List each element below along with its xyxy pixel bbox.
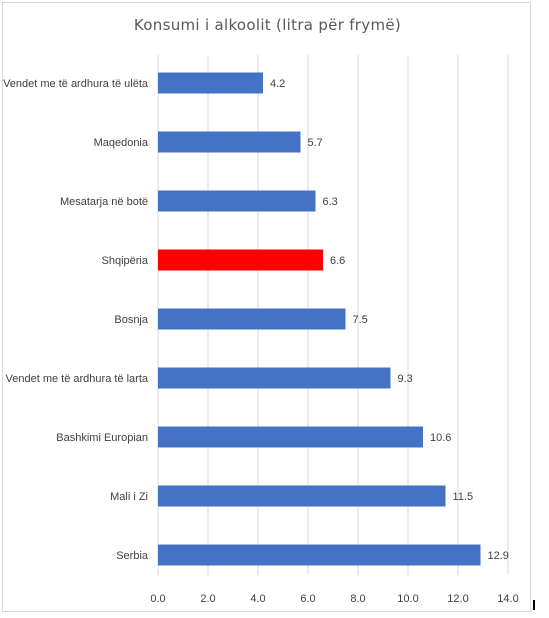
x-tick-label: 2.0 xyxy=(200,593,215,605)
category-label: Shqipëria xyxy=(102,255,149,267)
bar xyxy=(158,426,423,448)
x-tick-label: 12.0 xyxy=(447,593,468,605)
x-tick-label: 4.0 xyxy=(250,593,265,605)
bar xyxy=(158,367,391,389)
category-label: Vendet me të ardhura të larta xyxy=(6,373,149,385)
chart-frame: Konsumi i alkoolit (litra për frymë) xyxy=(2,2,531,612)
chart-title: Konsumi i alkoolit (litra për frymë) xyxy=(133,16,402,34)
x-tick-label: 6.0 xyxy=(300,593,315,605)
data-label: 9.3 xyxy=(398,373,413,385)
category-label: Vendet me të ardhura të ulëta xyxy=(3,78,149,90)
data-label: 4.2 xyxy=(270,78,285,90)
data-label: 11.5 xyxy=(453,491,474,503)
data-label: 6.3 xyxy=(323,196,338,208)
data-label: 6.6 xyxy=(330,255,345,267)
x-tick-label: 8.0 xyxy=(350,593,365,605)
bar xyxy=(158,190,316,212)
x-tick-label: 0.0 xyxy=(150,593,165,605)
category-label: Bashkimi Europian xyxy=(56,432,148,444)
category-label: Maqedonia xyxy=(94,137,149,149)
bar xyxy=(158,544,481,566)
bar xyxy=(158,249,323,271)
bar xyxy=(158,485,446,507)
data-label: 5.7 xyxy=(308,137,323,149)
x-tick-label: 10.0 xyxy=(397,593,418,605)
bar xyxy=(158,308,346,330)
category-label: Mali i Zi xyxy=(110,491,148,503)
category-label: Serbia xyxy=(116,550,149,562)
category-label: Bosnja xyxy=(114,314,149,326)
bar xyxy=(158,131,301,153)
category-label: Mesatarja në botë xyxy=(60,196,148,208)
cursor-mark xyxy=(533,600,535,610)
data-label: 10.6 xyxy=(430,432,451,444)
data-label: 12.9 xyxy=(488,550,509,562)
x-tick-label: 14.0 xyxy=(497,593,518,605)
bar xyxy=(158,72,263,94)
data-label: 7.5 xyxy=(353,314,368,326)
